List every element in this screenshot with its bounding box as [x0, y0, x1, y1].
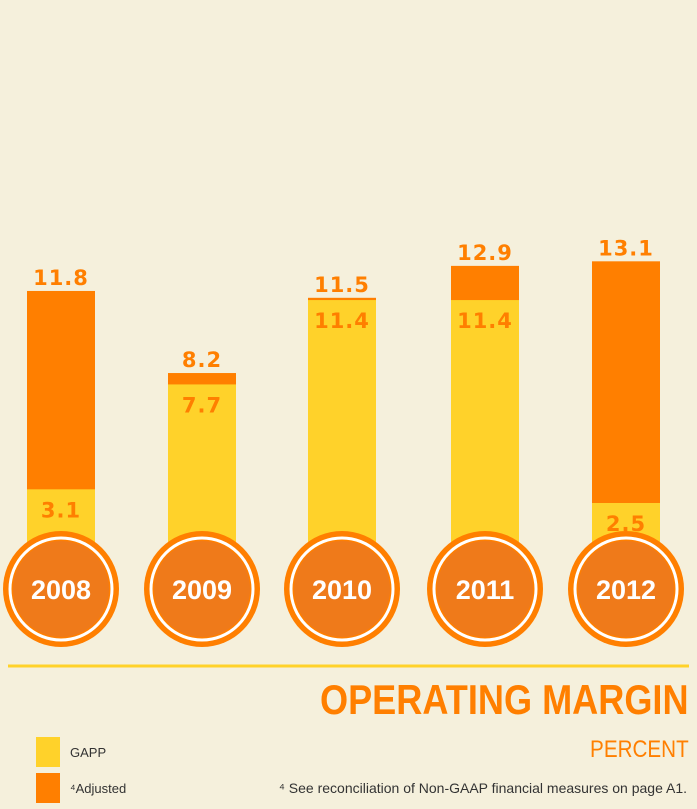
year-badge-inner-ring: [289, 536, 395, 642]
label-adjusted-2008: 11.8: [33, 266, 89, 290]
operating-margin-chart: 11.83.18.27.711.511.412.911.413.12.5 200…: [3, 236, 689, 668]
label-gaap-2011: 11.4: [457, 309, 513, 333]
year-badge-fill: [578, 541, 674, 637]
year-badge-fill: [154, 541, 250, 637]
year-badge-fill: [13, 541, 109, 637]
year-badge-2009: 2009: [144, 531, 260, 647]
year-badge-2011: 2011: [427, 531, 543, 647]
legend-label-adjusted: ⁴Adjusted: [70, 780, 127, 796]
bar-gaap-2011: [451, 300, 519, 560]
year-badge-2012: 2012: [568, 531, 684, 647]
legend-swatch-gaap: [36, 737, 60, 767]
year-badge-fill: [294, 541, 390, 637]
chart-subtitle: PERCENT: [590, 736, 689, 763]
label-adjusted-2009: 8.2: [182, 348, 222, 372]
label-adjusted-2012: 13.1: [598, 236, 654, 260]
legend-label-gaap: GAPP: [70, 744, 107, 760]
legend-item-adjusted: ⁴Adjusted: [36, 773, 126, 803]
year-label-2009: 2009: [172, 575, 232, 605]
year-badge-inner-ring: [432, 536, 538, 642]
footnote: ⁴ See reconciliation of Non-GAAP financi…: [278, 780, 687, 796]
legend-swatch-adjusted: [36, 773, 60, 803]
year-badge-fill: [437, 541, 533, 637]
label-gaap-2008: 3.1: [41, 498, 81, 522]
year-badge-inner-ring: [149, 536, 255, 642]
year-label-2008: 2008: [31, 575, 91, 605]
label-gaap-2009: 7.7: [182, 393, 222, 417]
year-badge-2008: 2008: [3, 531, 119, 647]
year-badge-inner-ring: [8, 536, 114, 642]
chart-title: OPERATING MARGIN: [320, 676, 689, 723]
year-label-2012: 2012: [596, 575, 656, 605]
legend-item-gaap: GAPP: [36, 737, 106, 767]
bar-gaap-2009: [168, 384, 236, 560]
label-gaap-2010: 11.4: [314, 309, 370, 333]
year-label-2011: 2011: [456, 575, 515, 605]
label-adjusted-2011: 12.9: [457, 241, 513, 265]
year-label-2010: 2010: [312, 575, 372, 605]
year-badge-2010: 2010: [284, 531, 400, 647]
label-adjusted-2010: 11.5: [314, 273, 370, 297]
bar-gaap-2010: [308, 300, 376, 560]
year-badge-inner-ring: [573, 536, 679, 642]
